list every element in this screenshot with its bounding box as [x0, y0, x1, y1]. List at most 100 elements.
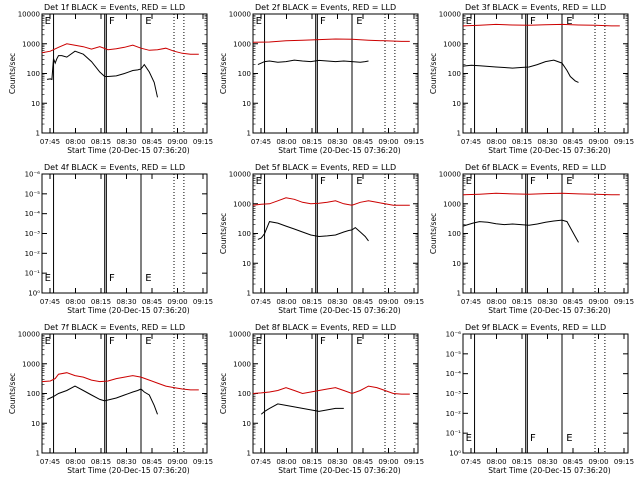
y-tick-label: 1: [457, 130, 461, 138]
y-tick-label: 10⁻⁴: [446, 370, 462, 378]
y-tick-label: 10⁻⁵: [25, 190, 41, 198]
series-line-lld: [462, 23, 620, 27]
panel-det-9: Det 9f BLACK = Events, RED = LLD 10⁰ 10⁻¹ 1…: [446, 323, 635, 475]
x-tick-label: 08:30: [327, 458, 347, 466]
plot-frame: [41, 173, 208, 294]
panel-title: Det 3f BLACK = Events, RED = LLD: [465, 3, 606, 12]
x-axis-label: Start Time (20-Dec-15 07:36:20): [67, 466, 189, 475]
y-tick-label: 1: [36, 130, 40, 138]
plot-frame: [252, 173, 419, 294]
x-tick-label: 08:00: [486, 298, 506, 306]
y-tick-label: 10000: [18, 331, 40, 339]
y-tick-label: 1000: [22, 360, 40, 368]
x-tick-label: 08:45: [142, 458, 162, 466]
segment-flag: E: [145, 273, 151, 284]
x-tick-label: 08:45: [353, 138, 373, 146]
y-tick-label: 10⁰: [28, 290, 40, 298]
x-tick-label: 08:15: [512, 138, 532, 146]
x-axis-label: Start Time (20-Dec-15 07:36:20): [488, 306, 610, 315]
series-line-lld: [41, 43, 199, 55]
x-tick-label: 08:30: [537, 138, 557, 146]
y-axis-label: Counts/sec: [8, 53, 17, 94]
series-line-lld: [462, 192, 620, 196]
x-tick-label: 08:30: [116, 138, 136, 146]
series-line-events: [257, 59, 369, 66]
segment-flag: E: [356, 176, 362, 187]
y-tick-label: 100: [238, 230, 251, 238]
plot-frame: [252, 13, 419, 134]
segment-flag: E: [45, 273, 51, 284]
y-tick-label: 100: [27, 390, 40, 398]
x-tick-label: 08:00: [486, 458, 506, 466]
segment-flag: E: [45, 16, 51, 27]
segment-flag: E: [256, 16, 262, 27]
panel-det-8: Det 8f BLACK = Events, RED = LLD 1 10 100 10…: [219, 323, 424, 475]
segment-flag: E: [466, 176, 472, 187]
y-tick-label: 10: [242, 420, 251, 428]
x-tick-label: 09:00: [167, 298, 187, 306]
x-tick-label: 08:00: [65, 458, 85, 466]
y-axis-label: Counts/sec: [219, 373, 228, 414]
series-line-events: [46, 50, 158, 98]
x-tick-label: 09:00: [167, 458, 187, 466]
y-tick-label: 1000: [233, 40, 251, 48]
series-line-events: [46, 385, 158, 415]
y-tick-label: 10⁻⁴: [25, 210, 41, 218]
y-tick-label: 100: [448, 230, 461, 238]
segment-flag: E: [566, 16, 572, 27]
x-tick-label: 09:15: [193, 458, 213, 466]
y-tick-label: 10000: [229, 11, 251, 19]
y-tick-label: 10000: [439, 171, 461, 179]
y-tick-label: 10000: [18, 11, 40, 19]
segment-flag: E: [466, 16, 472, 27]
x-tick-label: 08:45: [353, 458, 373, 466]
x-tick-label: 08:30: [327, 138, 347, 146]
segment-flag: E: [356, 336, 362, 347]
y-tick-label: 10000: [229, 331, 251, 339]
segment-flag: E: [566, 433, 572, 444]
x-tick-label: 08:00: [276, 138, 296, 146]
y-axis-label: Counts/sec: [8, 373, 17, 414]
x-axis-label: Start Time (20-Dec-15 07:36:20): [278, 146, 400, 155]
x-tick-label: 07:45: [461, 298, 481, 306]
x-tick-label: 08:15: [302, 298, 322, 306]
y-tick-label: 10⁻²: [446, 410, 462, 418]
segment-flag: F: [109, 273, 115, 284]
x-tick-label: 07:45: [461, 138, 481, 146]
y-tick-label: 1000: [233, 200, 251, 208]
y-tick-label: 1000: [233, 360, 251, 368]
x-tick-label: 08:45: [142, 298, 162, 306]
y-axis-label: Counts/sec: [219, 53, 228, 94]
segment-flag: E: [256, 336, 262, 347]
y-tick-label: 1000: [443, 200, 461, 208]
y-axis-label: Counts/sec: [219, 213, 228, 254]
series-line-lld: [252, 385, 410, 395]
x-tick-label: 08:30: [537, 458, 557, 466]
segment-flag: E: [466, 433, 472, 444]
x-tick-label: 09:15: [614, 458, 634, 466]
x-axis-label: Start Time (20-Dec-15 07:36:20): [488, 466, 610, 475]
y-tick-label: 1: [247, 450, 251, 458]
panel-det-4: Det 4f BLACK = Events, RED = LLD 10⁰ 10⁻¹ 1…: [25, 163, 214, 315]
y-tick-label: 10⁻⁶: [25, 171, 41, 179]
series-line-events: [462, 219, 579, 243]
x-tick-label: 09:15: [404, 138, 424, 146]
panel-det-1: Det 1f BLACK = Events, RED = LLD 1 10 100 10…: [8, 3, 213, 155]
x-tick-label: 08:15: [512, 298, 532, 306]
x-tick-label: 08:15: [91, 298, 111, 306]
segment-flag: F: [530, 176, 536, 187]
x-tick-label: 08:45: [563, 138, 583, 146]
y-tick-label: 10⁻³: [446, 390, 462, 398]
y-tick-label: 10⁻²: [25, 250, 41, 258]
x-axis-label: Start Time (20-Dec-15 07:36:20): [278, 466, 400, 475]
panel-title: Det 9f BLACK = Events, RED = LLD: [465, 323, 606, 332]
x-tick-label: 08:30: [537, 298, 557, 306]
y-tick-label: 100: [238, 70, 251, 78]
segment-flag: E: [566, 176, 572, 187]
segment-flag: F: [530, 16, 536, 27]
x-tick-label: 08:15: [302, 458, 322, 466]
x-tick-label: 07:45: [251, 138, 271, 146]
y-tick-label: 1: [36, 450, 40, 458]
segment-flag: F: [530, 433, 536, 444]
panel-det-2: Det 2f BLACK = Events, RED = LLD 1 10 100 10…: [219, 3, 424, 155]
